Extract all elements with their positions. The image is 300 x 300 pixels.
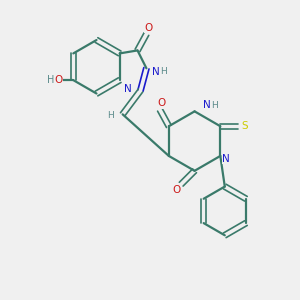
Text: N: N (152, 67, 160, 77)
Text: H: H (47, 75, 54, 85)
Text: O: O (54, 75, 63, 85)
Text: S: S (242, 121, 248, 131)
Text: H: H (108, 111, 114, 120)
Text: O: O (157, 98, 166, 108)
Text: O: O (172, 185, 181, 195)
Text: N: N (203, 100, 211, 110)
Text: N: N (222, 154, 230, 164)
Text: H: H (160, 67, 166, 76)
Text: O: O (145, 22, 153, 32)
Text: H: H (212, 101, 218, 110)
Text: N: N (124, 84, 132, 94)
